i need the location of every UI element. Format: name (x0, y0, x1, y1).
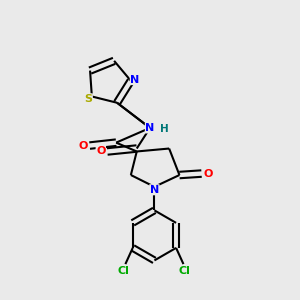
Text: H: H (160, 124, 169, 134)
Text: N: N (150, 185, 159, 195)
Text: N: N (130, 75, 140, 85)
Text: S: S (84, 94, 92, 104)
Text: Cl: Cl (179, 266, 191, 276)
Text: Cl: Cl (118, 266, 130, 276)
Text: N: N (146, 123, 154, 133)
Text: O: O (203, 169, 213, 178)
Text: O: O (79, 141, 88, 151)
Text: O: O (96, 146, 106, 157)
